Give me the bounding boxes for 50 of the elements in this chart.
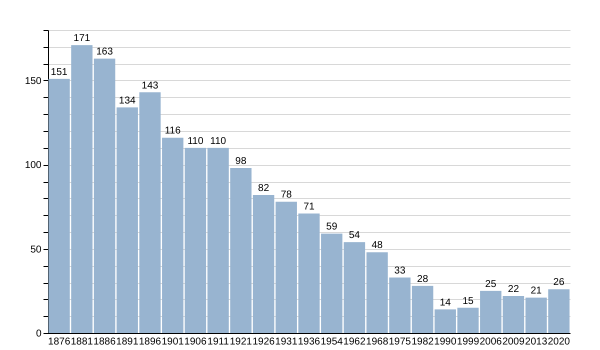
- x-tick-label: 1936: [298, 336, 321, 348]
- y-tick-label: 50: [30, 244, 42, 256]
- data-label: 25: [485, 278, 497, 290]
- x-tick-label: 1906: [184, 336, 207, 348]
- x-tick-label: 1896: [138, 336, 162, 348]
- x-tick-label: 2020: [548, 336, 570, 348]
- y-tick-label: 100: [24, 160, 42, 172]
- data-label: 110: [210, 136, 227, 147]
- x-tick-label: 1954: [320, 336, 344, 348]
- data-label: 54: [348, 230, 360, 242]
- data-label: 59: [326, 222, 338, 233]
- x-tick-label: 1931: [275, 336, 298, 348]
- data-label: 82: [258, 182, 270, 194]
- data-label: 71: [303, 201, 315, 212]
- data-label: 143: [142, 80, 159, 92]
- data-label: 110: [187, 136, 204, 147]
- x-tick-label: 1999: [456, 336, 480, 348]
- data-label: 48: [372, 240, 384, 252]
- data-label: 28: [417, 274, 429, 285]
- data-label: 78: [280, 190, 292, 201]
- x-tick-label: 1968: [366, 336, 389, 348]
- x-tick-label: 1886: [93, 336, 116, 348]
- data-label: 151: [50, 66, 68, 78]
- y-tick-label: 0: [36, 328, 42, 340]
- data-label: 15: [462, 296, 474, 307]
- x-tick-label: 1921: [230, 336, 252, 348]
- data-label: 14: [440, 297, 452, 308]
- x-tick-label: 2009: [502, 336, 525, 348]
- x-tick-label: 1911: [207, 336, 230, 348]
- x-tick-label: 2006: [480, 336, 502, 348]
- data-label: 171: [74, 33, 91, 44]
- data-label: 26: [553, 277, 565, 288]
- x-tick-label: 1881: [70, 336, 94, 348]
- x-tick-label: 1990: [434, 336, 457, 348]
- data-label: 116: [164, 126, 182, 137]
- data-label: 21: [530, 286, 542, 297]
- data-label: 163: [96, 46, 114, 58]
- y-tick-label: 150: [24, 76, 42, 87]
- x-tick-label: 1982: [411, 336, 434, 348]
- data-label: 134: [118, 95, 136, 106]
- x-tick-label: 1901: [162, 336, 184, 348]
- x-tick-label: 1962: [343, 336, 366, 348]
- x-tick-label: 1876: [48, 336, 71, 348]
- x-tick-label: 1975: [388, 336, 412, 348]
- data-label: 33: [394, 265, 406, 276]
- x-tick-label: 1891: [116, 336, 139, 348]
- data-label: 22: [508, 284, 520, 295]
- data-label: 98: [235, 156, 247, 168]
- x-tick-label: 1926: [252, 336, 276, 348]
- x-tick-label: 2013: [525, 336, 548, 348]
